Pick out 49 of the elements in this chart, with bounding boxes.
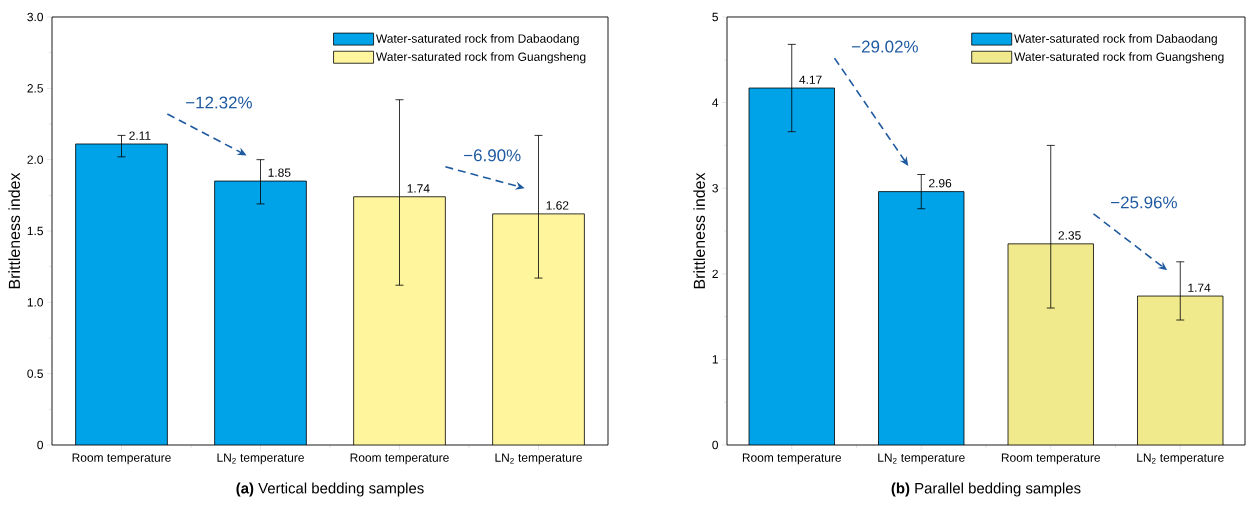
y-tick-label: 0 (37, 440, 44, 450)
y-tick-label: 2 (712, 269, 718, 278)
data-label: 2.96 (929, 178, 952, 188)
data-label: 4.17 (799, 75, 822, 84)
y-tick-label: 4 (712, 98, 719, 107)
x-tick-label: Room temperature (1001, 453, 1101, 465)
y-tick-label: 5 (712, 12, 718, 22)
y-tick-label: 1.5 (27, 226, 43, 236)
y-tick-label: 2.0 (27, 155, 44, 164)
x-tick-label: LN$_{2}$ temperature (217, 453, 304, 465)
legend-label: Water-saturated rock from Dabaodang (1014, 34, 1217, 46)
y-axis-title: Brittleness index (693, 172, 705, 289)
text: (b) Parallel bedding samples (891, 482, 1081, 497)
annotation: −6.90% (464, 149, 521, 162)
y-tick-label: 0 (712, 440, 719, 450)
annotation: −12.32% (186, 96, 252, 109)
y-tick-label: 0.5 (27, 369, 43, 378)
x-tick-label: Room temperature (742, 453, 842, 465)
data-label: 1.74 (1188, 283, 1211, 292)
bar (1007, 243, 1094, 445)
data-label: 2.35 (1058, 231, 1081, 240)
bar (878, 191, 965, 445)
annotation: −29.02% (852, 40, 918, 53)
data-label: 1.85 (268, 168, 291, 177)
x-tick-label: LN$_{2}$ temperature (1137, 453, 1224, 465)
bar (492, 213, 585, 445)
annotation: −25.96% (1111, 196, 1177, 209)
data-label: 1.74 (407, 184, 430, 193)
bar (214, 180, 307, 445)
y-tick-label: 2.5 (27, 84, 43, 93)
y-tick-label: 1.0 (27, 298, 44, 307)
data-label: 1.62 (546, 201, 569, 210)
legend-label: Water-saturated rock from Guangsheng (375, 52, 586, 64)
text: (a) Vertical bedding samples (236, 482, 424, 497)
data-label: 2.11 (129, 131, 151, 140)
y-tick-label: 3.0 (27, 12, 44, 22)
y-tick-label: 3 (712, 183, 718, 193)
x-tick-label: Room temperature (350, 453, 449, 465)
legend-label: Water-saturated rock from Guangsheng (1014, 52, 1224, 64)
bar (75, 143, 168, 445)
bar (748, 87, 835, 445)
x-tick-label: LN$_{2}$ temperature (878, 453, 965, 465)
y-tick-label: 1 (712, 355, 718, 364)
x-tick-label: LN$_{2}$ temperature (495, 453, 582, 465)
bar (353, 196, 446, 445)
bar (1137, 295, 1224, 445)
x-tick-label: Room temperature (72, 453, 171, 465)
y-axis-title: Brittleness index (8, 172, 21, 289)
legend-label: Water-saturated rock from Dabaodang (375, 34, 579, 46)
